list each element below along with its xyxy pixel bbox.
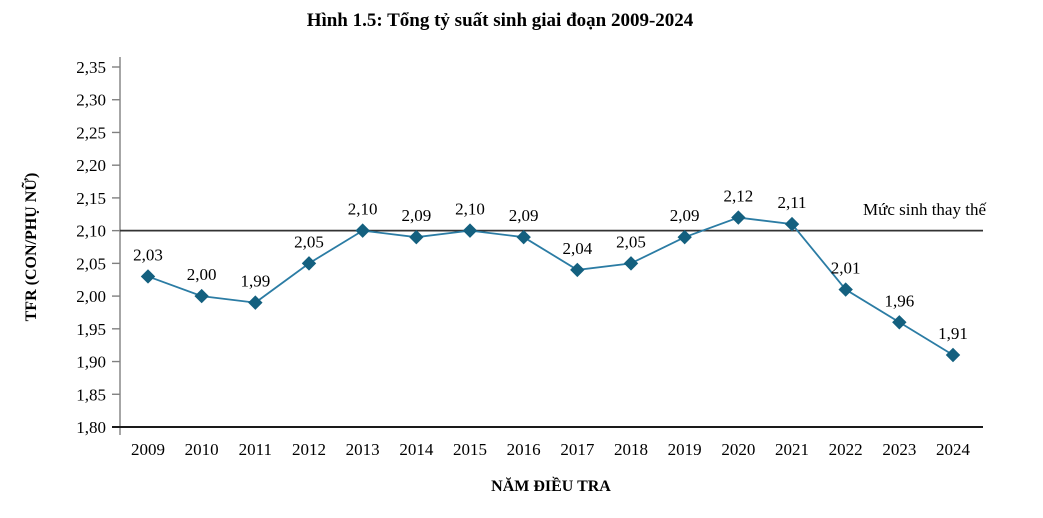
y-tick-label: 2,15 — [76, 189, 106, 208]
data-point-label: 2,09 — [401, 206, 431, 225]
x-tick-label: 2024 — [936, 440, 971, 459]
x-tick-label: 2019 — [668, 440, 702, 459]
data-point-label: 2,10 — [348, 200, 378, 219]
y-tick-label: 1,85 — [76, 385, 106, 404]
x-tick-label: 2015 — [453, 440, 487, 459]
y-tick-label: 2,05 — [76, 254, 106, 273]
data-point-marker — [570, 262, 585, 278]
data-point-marker — [140, 269, 156, 284]
data-point-marker — [784, 216, 800, 232]
data-point-label: 2,05 — [294, 232, 324, 251]
data-point-marker — [194, 288, 209, 304]
x-tick-label: 2012 — [292, 440, 326, 459]
data-point-label: 2,11 — [777, 193, 806, 212]
reference-line-label: Mức sinh thay thế — [863, 200, 986, 219]
x-tick-label: 2013 — [346, 440, 380, 459]
data-point-label: 2,12 — [723, 187, 753, 206]
chart-generated-layer: 2,35 2,30 2,25 2,20 2,15 2,10 2,05 2,00 1,95 1,90… — [76, 57, 983, 459]
data-point-marker — [462, 223, 478, 238]
data-point-marker — [838, 282, 853, 297]
x-tick-label: 2010 — [185, 440, 219, 459]
data-point-marker — [516, 229, 531, 245]
x-tick-label: 2018 — [614, 440, 648, 459]
chart-title: Hình 1.5: Tổng tỷ suất sinh giai đoạn 20… — [306, 10, 694, 31]
data-point-marker — [623, 256, 639, 271]
data-point-label: 2,09 — [509, 206, 539, 225]
x-tick-label: 2014 — [399, 440, 434, 459]
y-tick-label: 2,30 — [76, 91, 106, 110]
x-axis-title: NĂM ĐIỀU TRA — [491, 476, 611, 495]
data-point-label: 2,04 — [562, 239, 592, 258]
y-tick-label: 1,90 — [76, 353, 106, 372]
y-tick-label: 1,80 — [76, 418, 106, 437]
x-tick-label: 2021 — [775, 440, 809, 459]
y-tick-label: 2,25 — [76, 123, 106, 142]
data-point-label: 2,10 — [455, 200, 485, 219]
data-point-marker — [677, 229, 692, 245]
y-tick-label: 2,10 — [76, 222, 106, 241]
x-tick-label: 2017 — [560, 440, 595, 459]
tfr-series-line — [147, 216, 954, 356]
data-point-label: 1,96 — [884, 291, 914, 310]
x-tick-label: 2020 — [721, 440, 755, 459]
data-point-marker — [409, 229, 424, 245]
y-tick-label: 1,95 — [76, 320, 106, 339]
data-point-marker — [301, 256, 317, 271]
x-tick-label: 2009 — [131, 440, 165, 459]
data-point-marker — [892, 315, 907, 330]
data-point-marker — [248, 295, 263, 310]
data-point-label: 1,99 — [240, 272, 270, 291]
data-point-label: 2,09 — [670, 206, 700, 225]
data-point-label: 2,00 — [187, 265, 217, 284]
x-tick-label: 2023 — [882, 440, 916, 459]
x-tick-label: 2016 — [507, 440, 541, 459]
data-point-label: 2,05 — [616, 232, 646, 251]
y-axis-title: TFR (CON/PHỤ NỮ) — [20, 173, 40, 322]
data-point-marker — [355, 223, 370, 238]
x-tick-label: 2022 — [829, 440, 863, 459]
data-point-label: 1,91 — [938, 324, 968, 343]
data-point-marker — [731, 210, 746, 225]
y-tick-label: 2,00 — [76, 287, 106, 306]
y-tick-label: 2,20 — [76, 156, 106, 175]
data-point-label: 2,03 — [133, 245, 163, 264]
data-point-marker — [945, 347, 961, 363]
data-point-label: 2,01 — [831, 259, 861, 278]
y-tick-label: 2,35 — [76, 58, 106, 77]
x-tick-label: 2011 — [239, 440, 272, 459]
